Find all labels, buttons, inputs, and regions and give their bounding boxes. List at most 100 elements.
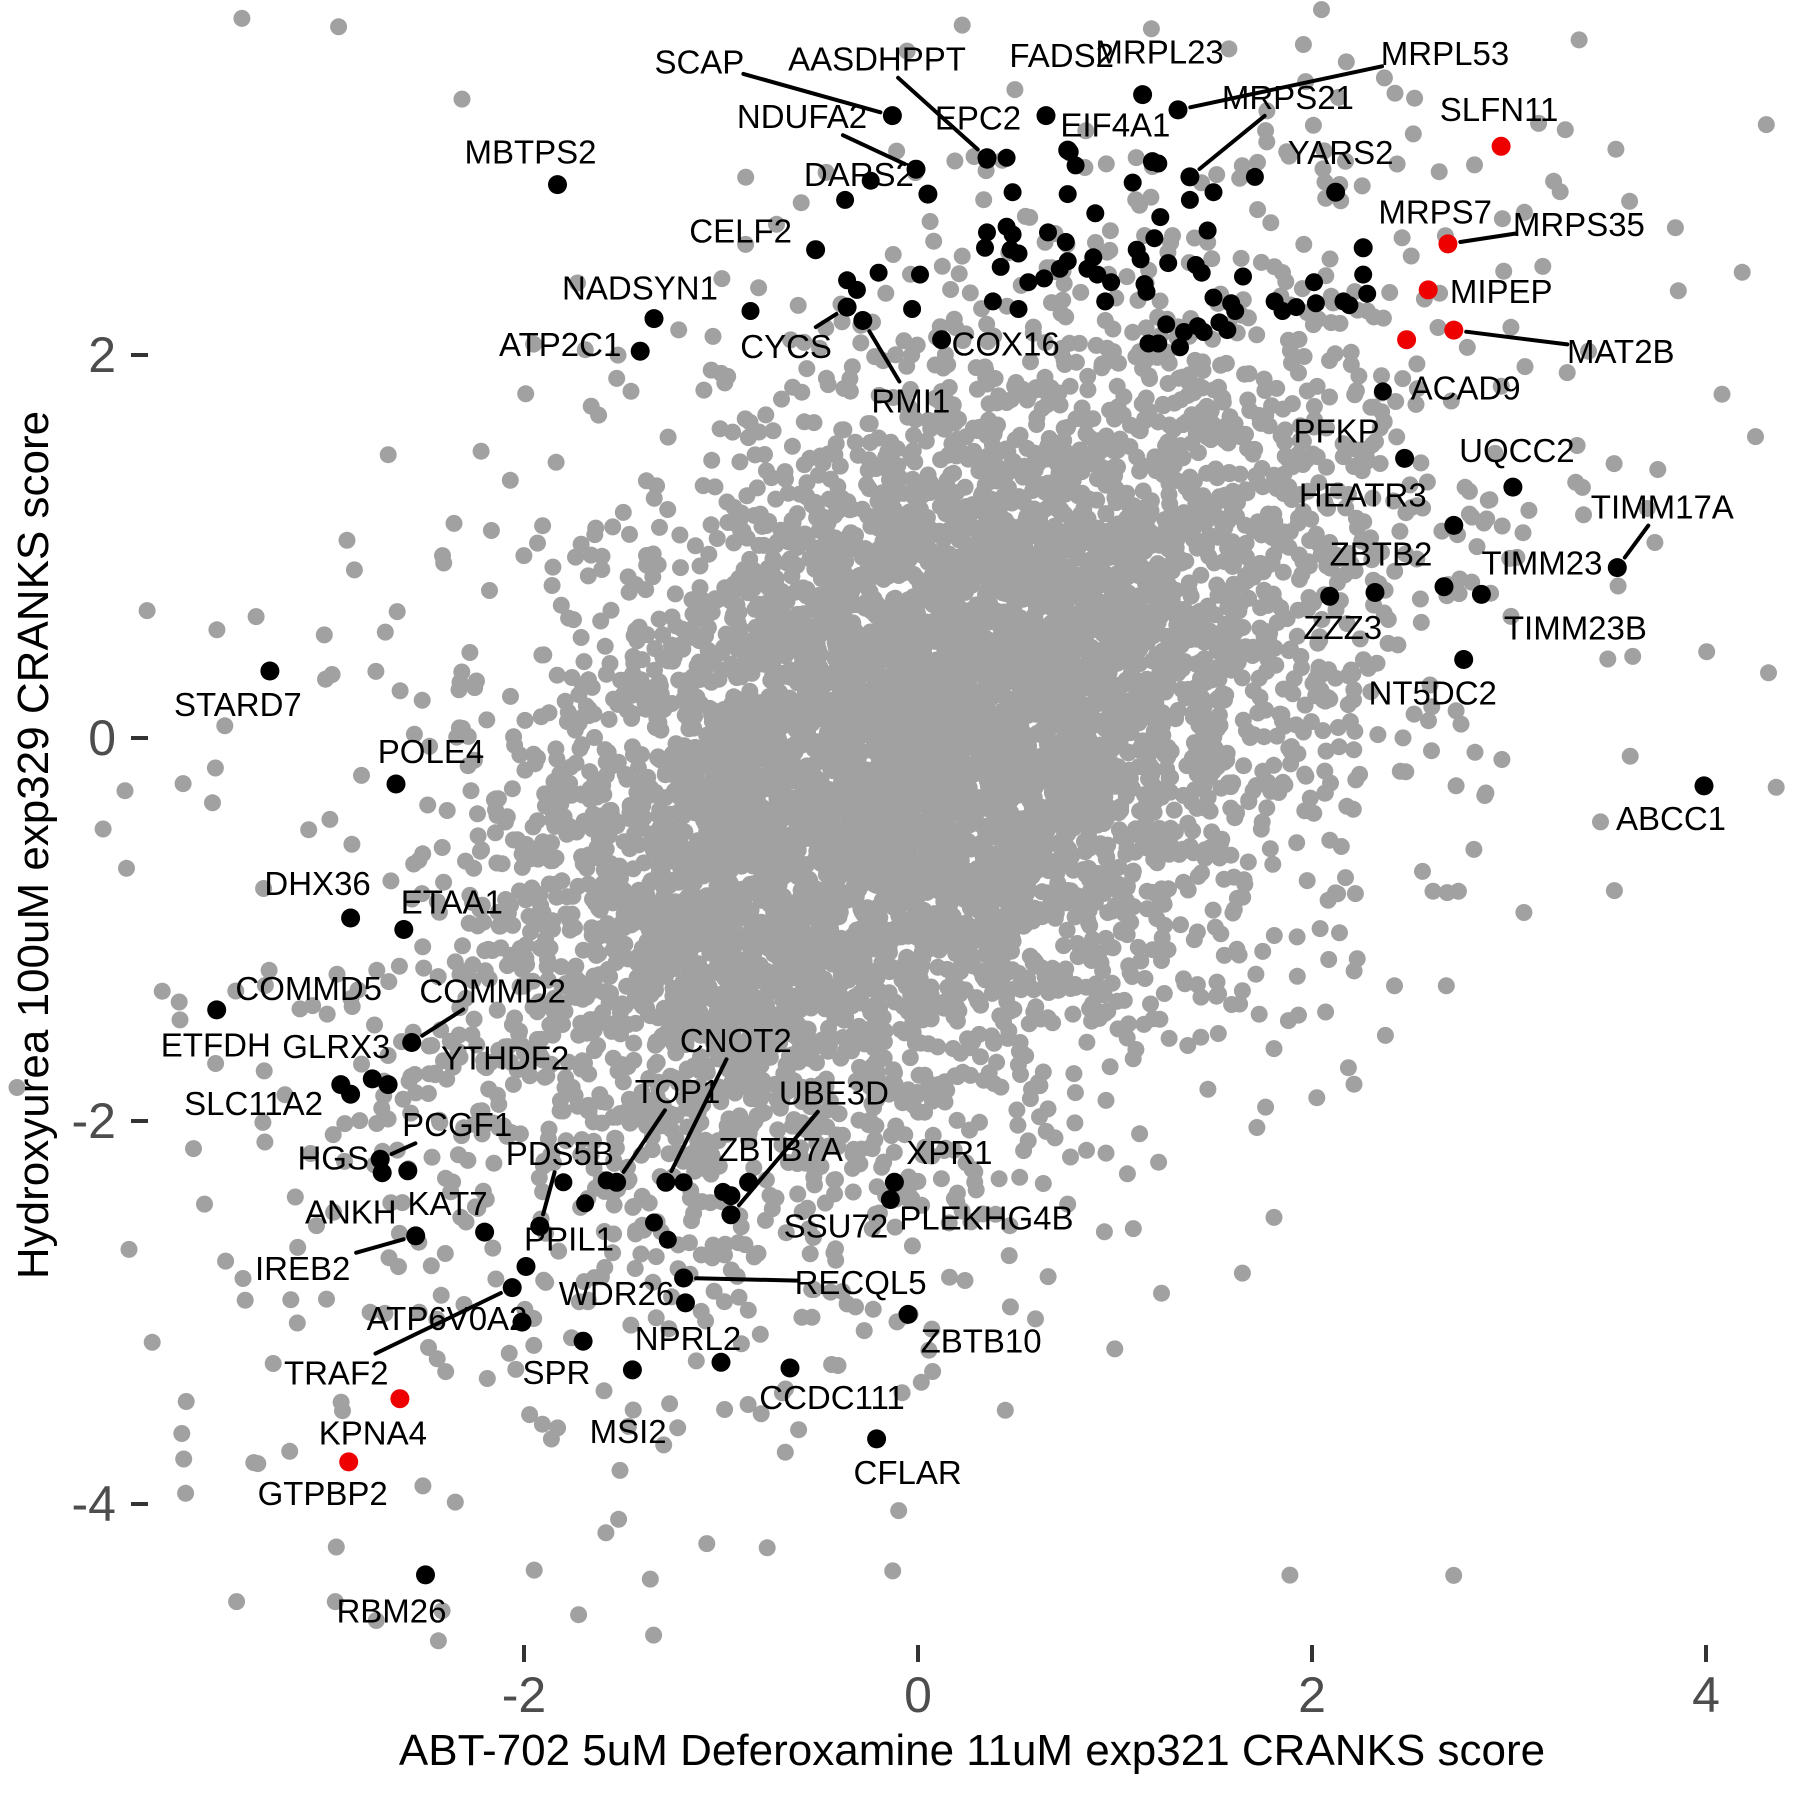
background-point [1239,309,1257,327]
background-point [687,1352,705,1370]
background-point [465,1010,483,1028]
background-point [1142,995,1159,1013]
background-point [1087,234,1104,251]
background-point [663,1288,681,1306]
background-point [896,1126,914,1144]
background-point [678,1099,696,1117]
background-point [650,610,668,628]
background-point [1153,952,1170,969]
background-point [972,528,990,546]
background-point [873,1158,891,1176]
background-point [501,1053,519,1071]
background-point [621,525,638,543]
background-point [474,1182,492,1200]
background-point [1066,1084,1084,1102]
background-point [1239,391,1257,409]
background-point [889,457,907,475]
background-point [634,997,652,1015]
background-point [1008,1101,1026,1119]
background-point [549,1419,567,1437]
background-point [646,1056,664,1074]
background-point [1414,862,1431,880]
background-point [600,710,618,728]
background-point [732,1335,750,1353]
background-point [1055,432,1073,449]
background-point [780,918,798,936]
background-point [1235,757,1253,775]
background-point [1294,432,1312,450]
background-point [983,1027,1001,1045]
background-point [1070,334,1088,352]
background-point [935,993,953,1011]
background-point [1285,670,1303,688]
background-point [1423,698,1441,716]
background-point [1147,462,1165,480]
background-point [1175,970,1192,988]
background-point [703,451,721,469]
background-point [1250,1005,1268,1023]
background-point [702,516,720,534]
background-point [633,651,651,669]
background-point [753,1084,771,1102]
background-point [1015,1142,1033,1160]
background-point [302,1145,319,1162]
background-point [1320,951,1338,968]
background-point [336,1115,354,1133]
background-point [1011,1168,1029,1186]
background-point [1067,410,1085,428]
background-point [1252,599,1270,617]
background-point [1350,367,1368,385]
background-point [623,709,641,727]
background-point [1315,142,1333,160]
background-point [751,1325,769,1343]
background-point [572,1060,590,1078]
background-point [659,501,677,518]
background-point [552,596,570,614]
background-points-layer [8,1,1785,1650]
background-point [1387,393,1405,410]
background-point [651,518,668,536]
background-point [1167,710,1185,728]
background-point [632,772,650,790]
background-point [1277,273,1295,291]
background-point [789,1185,807,1203]
background-point [654,626,672,644]
background-point [1495,262,1513,280]
background-point [414,938,432,956]
background-point [627,576,645,594]
background-point [782,331,800,349]
background-point [716,1246,733,1264]
background-point [1129,938,1147,956]
background-point [1160,1029,1178,1047]
background-point [1337,499,1355,517]
background-point [1295,348,1313,365]
background-point [1028,409,1046,427]
background-point [485,1154,503,1172]
background-point [1248,326,1266,344]
background-point [1291,417,1309,435]
background-point [1234,711,1252,729]
background-point [480,1080,498,1098]
background-point [596,741,614,759]
background-point [1024,324,1042,342]
background-point [618,770,636,788]
background-point [1212,356,1230,374]
background-point [633,1083,651,1101]
background-point [704,1236,722,1254]
background-point [1112,921,1130,939]
background-point [1249,473,1267,491]
background-point [1002,391,1020,409]
background-point [1109,401,1127,419]
background-point [801,1245,819,1263]
background-point [1328,574,1346,592]
background-point [1084,410,1102,428]
background-point [745,1159,763,1177]
background-point [547,453,565,471]
background-point [539,971,557,989]
background-point [1418,473,1436,491]
background-point [940,379,958,396]
background-point [1123,968,1141,985]
background-point [550,1242,568,1260]
background-point [521,1406,539,1424]
background-point [435,873,453,891]
